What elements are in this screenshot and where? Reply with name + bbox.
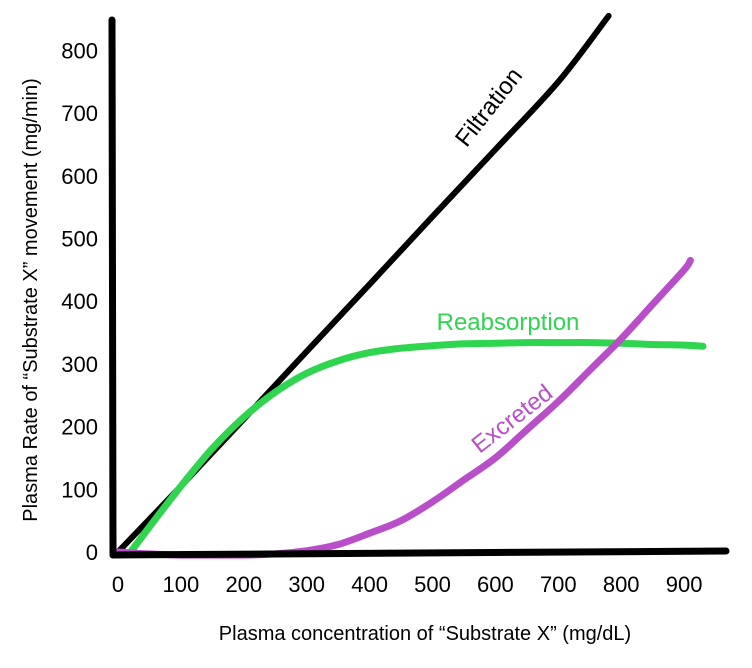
y-tick-label: 200 <box>61 415 98 440</box>
series-lines <box>114 12 707 559</box>
x-tick-label: 100 <box>163 572 200 597</box>
x-tick-label: 900 <box>666 572 703 597</box>
series-label-reabsorption: Reabsorption <box>437 309 580 336</box>
y-tick-label: 500 <box>61 227 98 252</box>
y-tick-label: 100 <box>61 477 98 502</box>
series-line-excreted <box>114 256 694 559</box>
x-tick-label: 500 <box>414 572 451 597</box>
y-tick-label: 400 <box>61 289 98 314</box>
y-tick-label: 800 <box>61 38 98 63</box>
y-tick-label: 700 <box>61 101 98 126</box>
series-label-filtration: Filtration <box>450 63 528 152</box>
y-tick-label: 600 <box>61 164 98 189</box>
y-tick-labels: 0 100 200 300 400 500 600 700 800 <box>61 38 98 565</box>
axes <box>108 16 730 559</box>
y-axis-title: Plasma Rate of “Substrate X” movement (m… <box>20 78 42 521</box>
y-tick-label: 300 <box>61 352 98 377</box>
y-axis-line <box>108 16 117 559</box>
x-axis-line <box>109 547 730 559</box>
x-tick-label: 0 <box>112 572 124 597</box>
series-line-reabsorption <box>127 339 707 556</box>
y-tick-label: 0 <box>86 540 98 565</box>
x-tick-label: 200 <box>225 572 262 597</box>
x-tick-label: 800 <box>603 572 640 597</box>
x-tick-labels: 0 100 200 300 400 500 600 700 800 900 <box>112 572 703 597</box>
x-axis-title: Plasma concentration of “Substrate X” (m… <box>219 623 631 645</box>
x-tick-label: 600 <box>477 572 514 597</box>
x-tick-label: 400 <box>351 572 388 597</box>
x-tick-label: 300 <box>288 572 325 597</box>
x-tick-label: 700 <box>540 572 577 597</box>
